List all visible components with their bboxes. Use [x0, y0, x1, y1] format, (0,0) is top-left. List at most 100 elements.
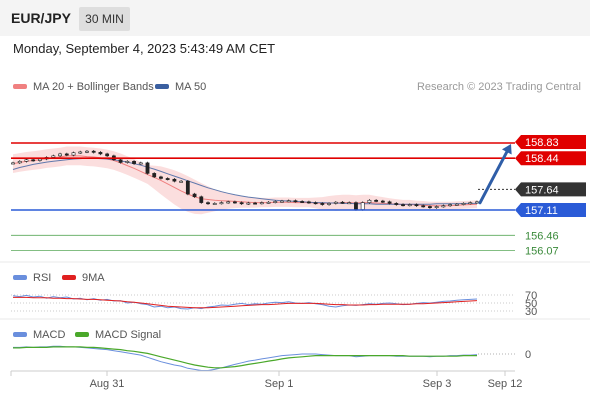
price-label-s1: 157.11 — [515, 203, 586, 217]
candle-body — [206, 202, 210, 205]
rsi-ma-legend-swatch — [62, 275, 76, 280]
candle-body — [179, 180, 184, 183]
price-label-r1: 158.44 — [515, 151, 586, 166]
rsi-tick-30: 30 — [525, 306, 537, 318]
candle-body — [360, 202, 365, 210]
price-label-current: 157.64 — [515, 182, 586, 197]
candle-body — [461, 203, 466, 205]
rsi-ma-line — [13, 296, 478, 309]
candle-body — [85, 150, 89, 153]
ma20-legend-label: MA 20 + Bollinger Bands — [33, 81, 154, 93]
candle-body — [98, 152, 103, 155]
candle-body — [125, 161, 130, 163]
macd-line — [13, 345, 478, 371]
price-tag-current — [515, 182, 586, 197]
candle-body — [145, 162, 150, 174]
price-text-s3: 156.07 — [525, 246, 559, 258]
x-axis-label: Sep 1 — [265, 378, 294, 390]
candle-body — [24, 159, 29, 162]
main-legend: MA 20 + Bollinger Bands MA 50 Research ©… — [13, 81, 581, 93]
macd-panel: MACD MACD Signal 0 — [13, 329, 531, 371]
price-tag-r2 — [515, 135, 586, 149]
candle-body — [286, 200, 291, 203]
candle-body — [185, 180, 190, 195]
candle-body — [91, 150, 96, 153]
candle-body — [367, 199, 372, 203]
candle-body — [165, 178, 170, 180]
symbol-title: EUR/JPY — [11, 10, 71, 26]
candle-body — [475, 201, 479, 204]
candle-body — [253, 202, 257, 205]
macd-tick-0: 0 — [525, 349, 531, 361]
candle-body — [226, 201, 231, 204]
candle-body — [31, 159, 36, 162]
candle-body — [58, 153, 62, 157]
candle-body — [105, 153, 110, 157]
price-tag-s1 — [515, 203, 586, 217]
projection-arrow-head — [501, 144, 512, 155]
candle-body — [454, 203, 459, 206]
rsi-tick-50: 50 — [525, 298, 537, 310]
candle-body — [152, 173, 157, 178]
candle-body — [51, 155, 56, 158]
macd-signal-legend-label: MACD Signal — [95, 329, 161, 341]
price-candles — [11, 150, 479, 211]
price-panel: 158.83 158.44 157.64 157.11 156.46 156.0… — [11, 135, 586, 258]
ma50-legend-swatch — [155, 84, 169, 89]
candle-body — [233, 201, 237, 204]
candle-body — [266, 201, 271, 204]
macd-legend-label: MACD — [33, 329, 65, 341]
candle-body — [246, 202, 251, 205]
rsi-legend-label: RSI — [33, 272, 51, 284]
x-axis-ticks: Aug 31 Sep 1 Sep 3 Sep 12 — [90, 371, 522, 390]
bollinger-band — [13, 146, 477, 215]
ma50-legend-label: MA 50 — [175, 81, 206, 93]
candle-body — [448, 204, 453, 207]
candle-body — [421, 205, 426, 208]
x-axis-label: Aug 31 — [90, 378, 125, 390]
candle-body — [17, 161, 22, 164]
candle-body — [340, 201, 345, 204]
candle-body — [434, 206, 439, 208]
candle-body — [380, 200, 385, 203]
candle-body — [300, 201, 305, 203]
candle-body — [212, 203, 217, 205]
candle-body — [273, 201, 278, 203]
price-text-current: 157.64 — [525, 184, 559, 196]
candle-body — [138, 162, 143, 165]
candle-body — [37, 158, 42, 161]
candle-body — [387, 201, 392, 204]
candle-body — [71, 152, 76, 156]
candle-body — [172, 178, 177, 182]
candle-body — [401, 204, 405, 207]
candle-body — [280, 200, 284, 203]
x-axis-label: Sep 3 — [423, 378, 452, 390]
rsi-ma-legend-label: 9MA — [82, 272, 105, 284]
candle-body — [259, 202, 264, 205]
candle-body — [159, 176, 163, 179]
rsi-tick-70: 70 — [525, 290, 537, 302]
candle-body — [78, 151, 83, 154]
candle-body — [132, 161, 136, 164]
candle-body — [239, 202, 244, 205]
candle-body — [428, 206, 432, 208]
candle-body — [293, 200, 298, 203]
candle-body — [306, 201, 311, 204]
rsi-panel: RSI 9MA 70 50 30 — [11, 272, 537, 318]
candle-body — [327, 203, 331, 205]
candle-body — [320, 203, 325, 205]
candle-body — [374, 199, 379, 202]
price-text-s2: 156.46 — [525, 230, 559, 242]
candle-body — [11, 162, 15, 165]
macd-signal-legend-swatch — [75, 332, 89, 337]
x-axis: Aug 31 Sep 1 Sep 3 Sep 12 — [10, 370, 522, 390]
interval-button[interactable]: 30 MIN — [79, 7, 130, 31]
candle-body — [441, 205, 446, 208]
chart-header: EUR/JPY 30 MIN — [0, 0, 590, 36]
candle-body — [468, 202, 473, 205]
candle-body — [347, 202, 352, 205]
candle-body — [64, 153, 69, 156]
macd-legend-swatch — [13, 332, 27, 337]
candle-body — [394, 203, 399, 205]
